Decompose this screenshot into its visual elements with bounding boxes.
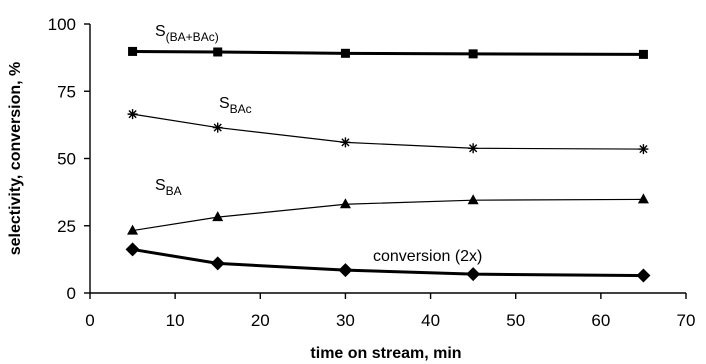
data-point [339,198,351,209]
y-axis-ticks: 0 25 50 75 100 [48,15,90,303]
data-point [468,143,479,154]
data-point [212,122,223,133]
series-s-ba [127,193,649,235]
y-tick-label: 75 [57,82,76,101]
data-point [212,211,224,222]
x-tick-label: 50 [506,311,525,330]
series-line [132,113,644,150]
series-s-bac [127,109,649,155]
data-point [127,109,138,120]
data-point [468,49,478,59]
x-axis-ticks: 0 10 20 30 40 50 60 70 [85,293,695,330]
data-point [125,242,140,257]
series-s-total [128,46,648,59]
data-point [636,268,651,283]
data-point [638,144,649,155]
annotation-conversion: conversion (2x) [373,248,482,265]
y-axis-title: selectivity, conversion, % [7,62,24,256]
y-tick-label: 25 [57,217,76,236]
data-point [127,224,139,235]
annotation-s-ba-main: S [155,177,166,194]
annotation-s-total-sub: (BA+BAc) [166,30,219,44]
x-tick-label: 20 [251,311,270,330]
annotation-s-ba-sub: BA [166,184,182,198]
annotation-s-bac-main: S [219,95,230,112]
data-point [340,137,351,148]
y-tick-label: 100 [48,15,76,34]
y-tick-label: 0 [67,284,76,303]
annotation-s-ba: SBA [155,177,182,198]
series-conversion [125,242,651,283]
x-tick-label: 30 [336,311,355,330]
x-tick-label: 40 [421,311,440,330]
data-point [340,48,350,58]
data-point [466,267,481,282]
annotation-s-bac: SBAc [219,95,252,116]
series-group [125,46,651,283]
annotation-s-total-main: S [155,23,166,40]
data-point [467,194,479,205]
data-point [128,46,138,56]
x-tick-label: 60 [591,311,610,330]
x-tick-label: 0 [85,311,94,330]
annotation-s-bac-sub: BAc [230,102,252,116]
data-point [637,193,649,204]
y-tick-label: 50 [57,150,76,169]
x-tick-label: 10 [166,311,185,330]
data-point [338,263,353,278]
data-point [210,256,225,271]
x-axis-title: time on stream, min [310,345,461,362]
series-line [132,198,644,232]
data-point [213,47,223,57]
series-annotations: S(BA+BAc) SBAc SBA conversion (2x) [155,23,482,265]
x-tick-label: 70 [677,311,696,330]
series-line [132,49,644,56]
annotation-s-total: S(BA+BAc) [155,23,219,44]
data-point [638,49,648,59]
